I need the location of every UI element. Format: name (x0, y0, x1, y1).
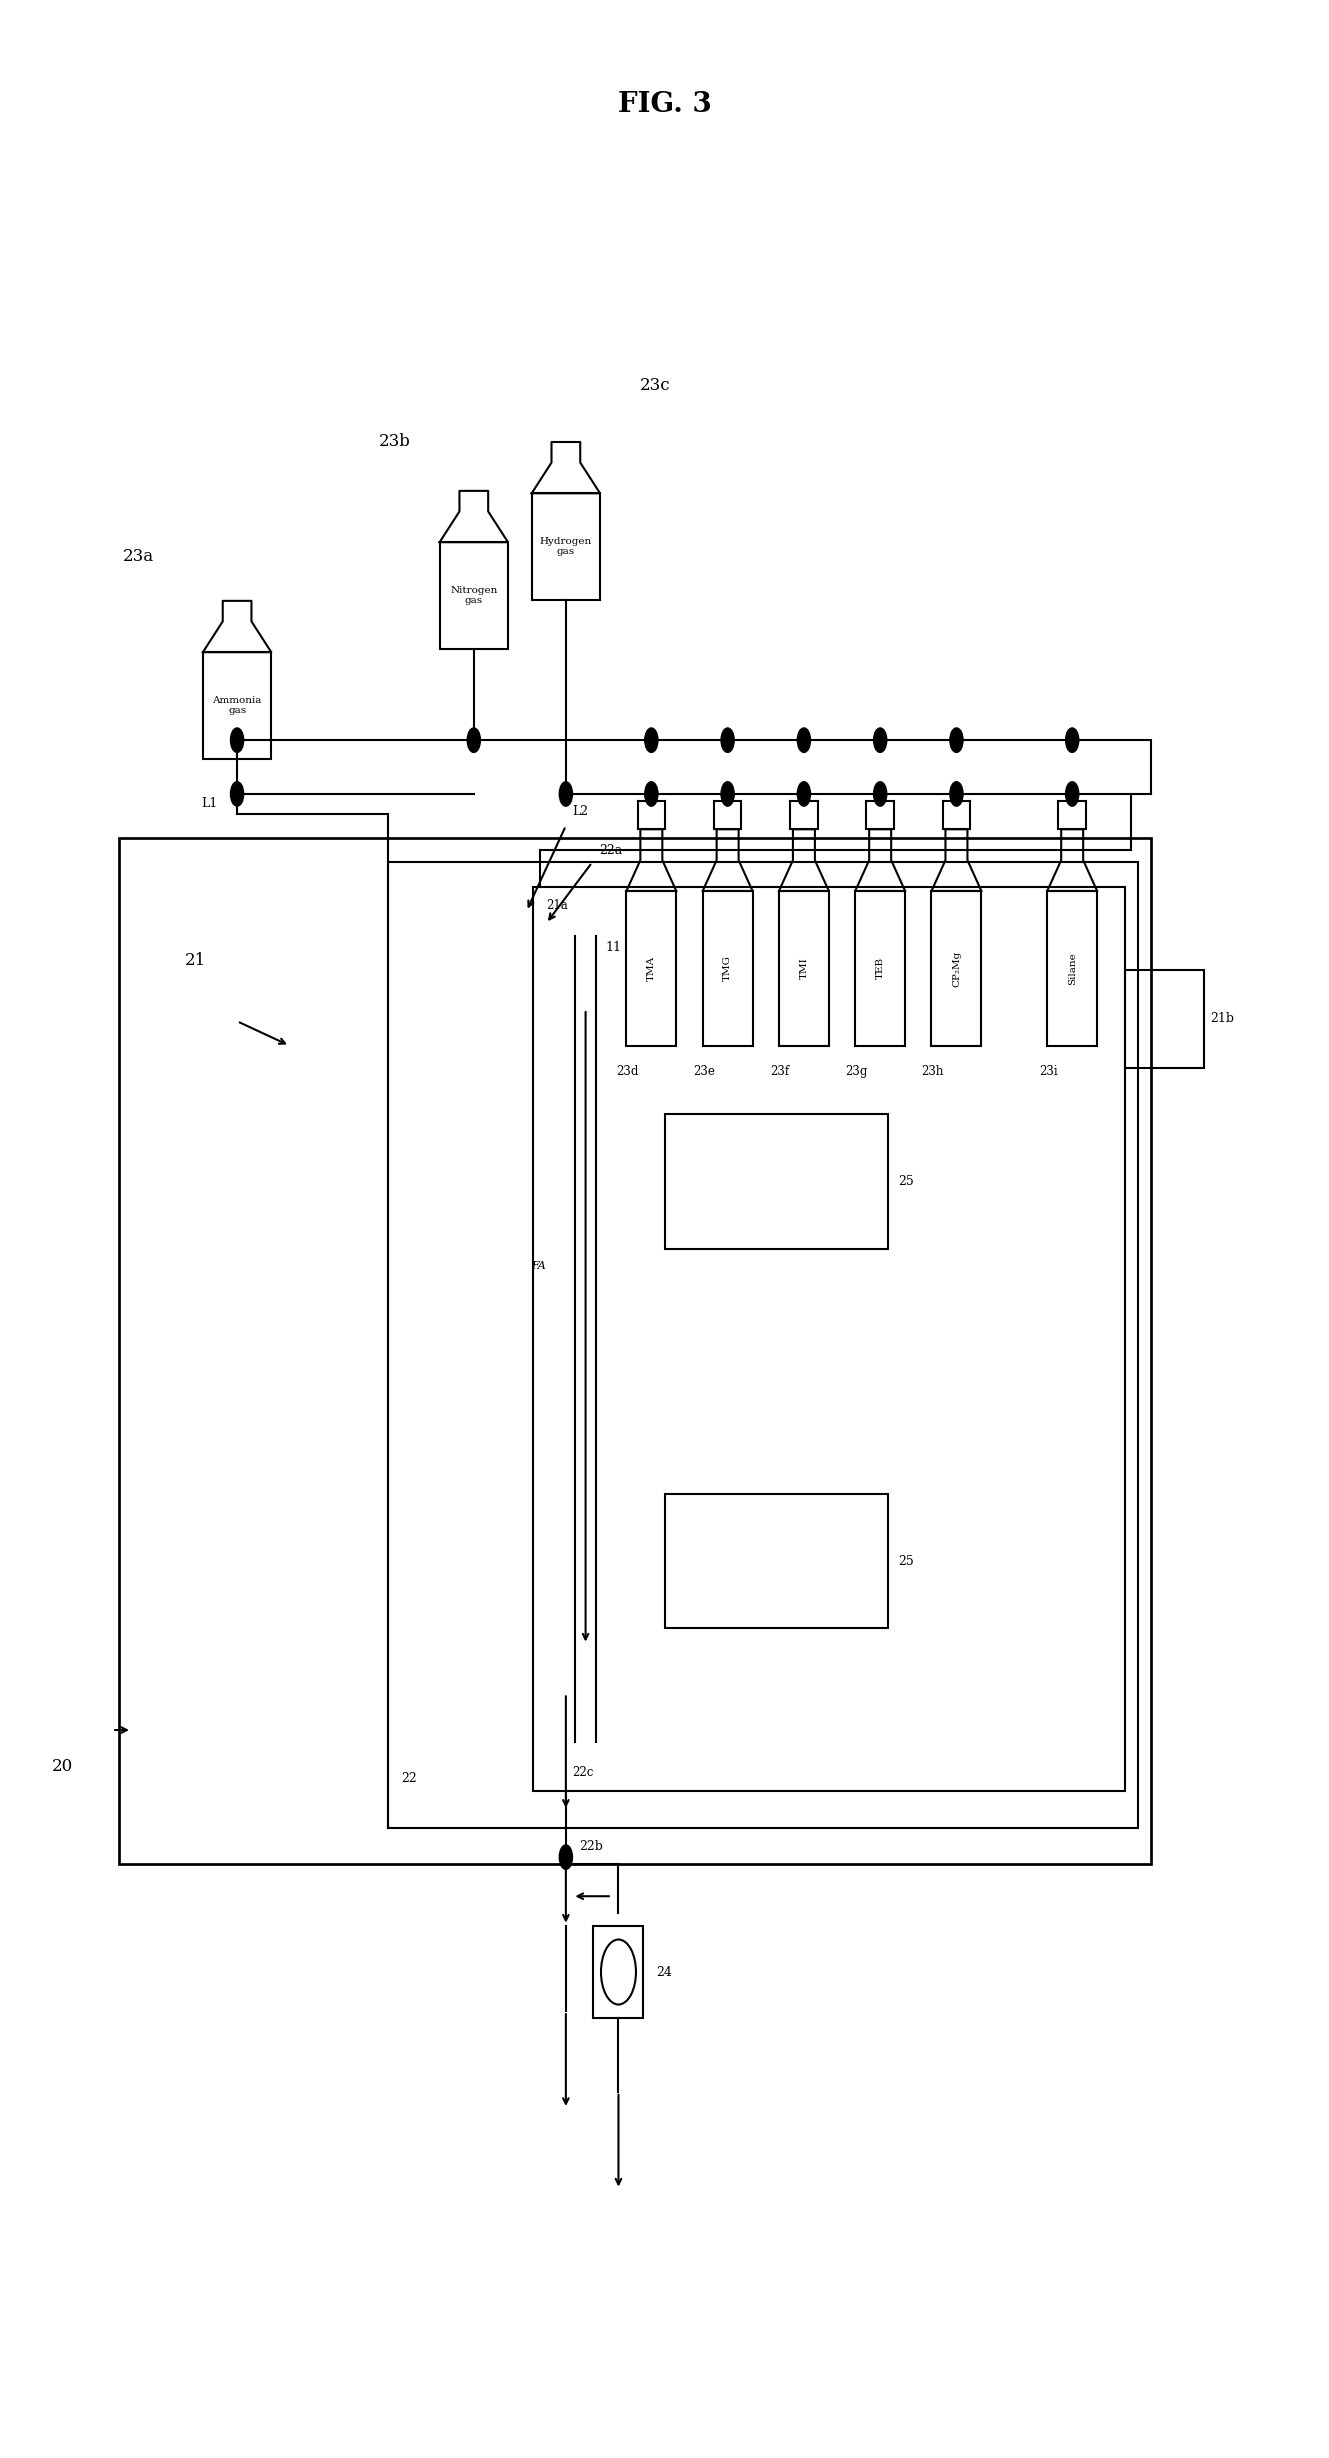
Bar (703, 892, 752, 1045)
Circle shape (645, 782, 658, 806)
Text: TEB: TEB (876, 956, 885, 978)
Circle shape (560, 1846, 573, 1871)
Text: L2: L2 (573, 806, 589, 819)
Text: 25: 25 (898, 1553, 914, 1568)
Circle shape (468, 728, 480, 752)
Text: Nitrogen
gas: Nitrogen gas (451, 585, 497, 605)
Bar (932, 892, 981, 1045)
Bar (203, 651, 271, 760)
Text: Ammonia
gas: Ammonia gas (213, 696, 262, 715)
Text: TMI: TMI (800, 959, 808, 978)
Text: 21b: 21b (1211, 1013, 1235, 1025)
Circle shape (1066, 728, 1079, 752)
Bar (388, 863, 1138, 1829)
Circle shape (873, 728, 886, 752)
Text: 23a: 23a (122, 548, 154, 565)
Text: 23b: 23b (379, 433, 411, 450)
Text: 23h: 23h (921, 1064, 944, 1079)
Bar (533, 887, 1124, 1792)
Text: TMA: TMA (647, 956, 655, 981)
Text: 23e: 23e (692, 1064, 715, 1079)
Circle shape (230, 782, 243, 806)
Bar (1047, 892, 1098, 1045)
Text: 23f: 23f (771, 1064, 789, 1079)
Bar (1124, 971, 1204, 1067)
Text: 21a: 21a (546, 900, 567, 912)
Text: Silane: Silane (1067, 951, 1076, 986)
Text: CP₂Mg: CP₂Mg (952, 951, 961, 986)
Text: L1: L1 (201, 796, 218, 811)
Circle shape (722, 728, 734, 752)
Text: 22c: 22c (573, 1765, 594, 1780)
Text: 23i: 23i (1039, 1064, 1058, 1079)
Circle shape (950, 728, 964, 752)
Text: 11: 11 (605, 941, 622, 954)
Text: 23g: 23g (845, 1064, 868, 1079)
Text: FIG. 3: FIG. 3 (618, 91, 711, 118)
Circle shape (797, 728, 811, 752)
Text: 24: 24 (657, 1966, 672, 1979)
Bar (440, 543, 508, 649)
Text: 23c: 23c (641, 376, 671, 393)
Text: TMG: TMG (723, 956, 732, 981)
Text: 21: 21 (185, 951, 206, 968)
Text: 22: 22 (401, 1772, 417, 1785)
Text: FA: FA (532, 1261, 546, 1271)
Text: 23d: 23d (617, 1064, 639, 1079)
Circle shape (873, 782, 886, 806)
Circle shape (797, 782, 811, 806)
Circle shape (1066, 782, 1079, 806)
Text: 25: 25 (898, 1175, 914, 1187)
Circle shape (950, 782, 964, 806)
Circle shape (722, 782, 734, 806)
Circle shape (560, 782, 573, 806)
Bar (779, 892, 829, 1045)
Circle shape (230, 728, 243, 752)
Bar (664, 1494, 888, 1627)
Bar (626, 892, 676, 1045)
Bar (664, 1113, 888, 1249)
Bar (594, 1925, 643, 2018)
Bar (532, 494, 601, 600)
Text: Hydrogen
gas: Hydrogen gas (540, 536, 591, 556)
Circle shape (645, 728, 658, 752)
Bar (855, 892, 905, 1045)
Text: 22b: 22b (579, 1839, 603, 1853)
Bar (118, 838, 1151, 1866)
Text: 20: 20 (52, 1757, 73, 1775)
Text: 22a: 22a (599, 843, 622, 858)
